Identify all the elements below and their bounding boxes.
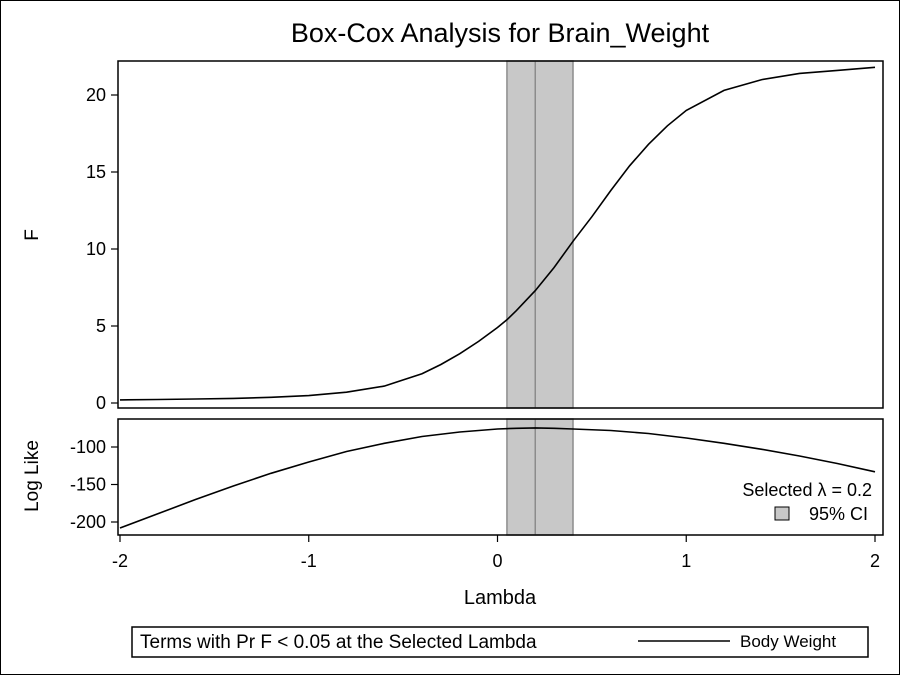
f-curve (119, 66, 876, 401)
f-y-tick-label: 5 (96, 316, 106, 336)
log-like-curve (119, 427, 876, 529)
footer-legend-entry-label: Body Weight (740, 632, 836, 651)
x-axis: -2 -1 0 1 2 (112, 535, 880, 571)
log-like-plot-area (118, 419, 883, 535)
selected-lambda-annotation: Selected λ = 0.2 (742, 480, 872, 500)
log-like-border (117, 418, 884, 536)
log-like-panel: -100 -150 -200 (70, 418, 884, 536)
log-like-y-tick-label: -200 (70, 512, 106, 532)
ci-legend-label: 95% CI (809, 504, 868, 524)
footer-legend-title: Terms with Pr F < 0.05 at the Selected L… (140, 632, 537, 653)
log-like-ci-band (506, 418, 574, 536)
x-tick-label: 2 (870, 551, 880, 571)
f-y-tick-label: 20 (86, 85, 106, 105)
x-axis-label: Lambda (464, 587, 537, 609)
x-tick-label: 0 (492, 551, 502, 571)
f-border (117, 60, 884, 409)
ci-legend-swatch (774, 506, 790, 521)
footer-legend-box (131, 626, 869, 658)
x-tick-label: 1 (681, 551, 691, 571)
f-y-tick-label: 0 (96, 393, 106, 413)
log-like-y-tick-label: -100 (70, 437, 106, 457)
f-y-tick-label: 15 (86, 162, 106, 182)
f-y-tick-label: 10 (86, 239, 106, 259)
f-plot-area (118, 61, 883, 408)
chart-title: Box-Cox Analysis for Brain_Weight (291, 18, 710, 48)
x-tick-label: -2 (112, 551, 128, 571)
x-tick-label: -1 (301, 551, 317, 571)
y-axis-label-f: F (22, 229, 43, 241)
y-axis-label-log-like: Log Like (22, 440, 43, 512)
f-ci-band (506, 60, 574, 409)
f-panel: 0 5 10 15 20 (86, 60, 884, 413)
log-like-y-tick-label: -150 (70, 475, 106, 495)
